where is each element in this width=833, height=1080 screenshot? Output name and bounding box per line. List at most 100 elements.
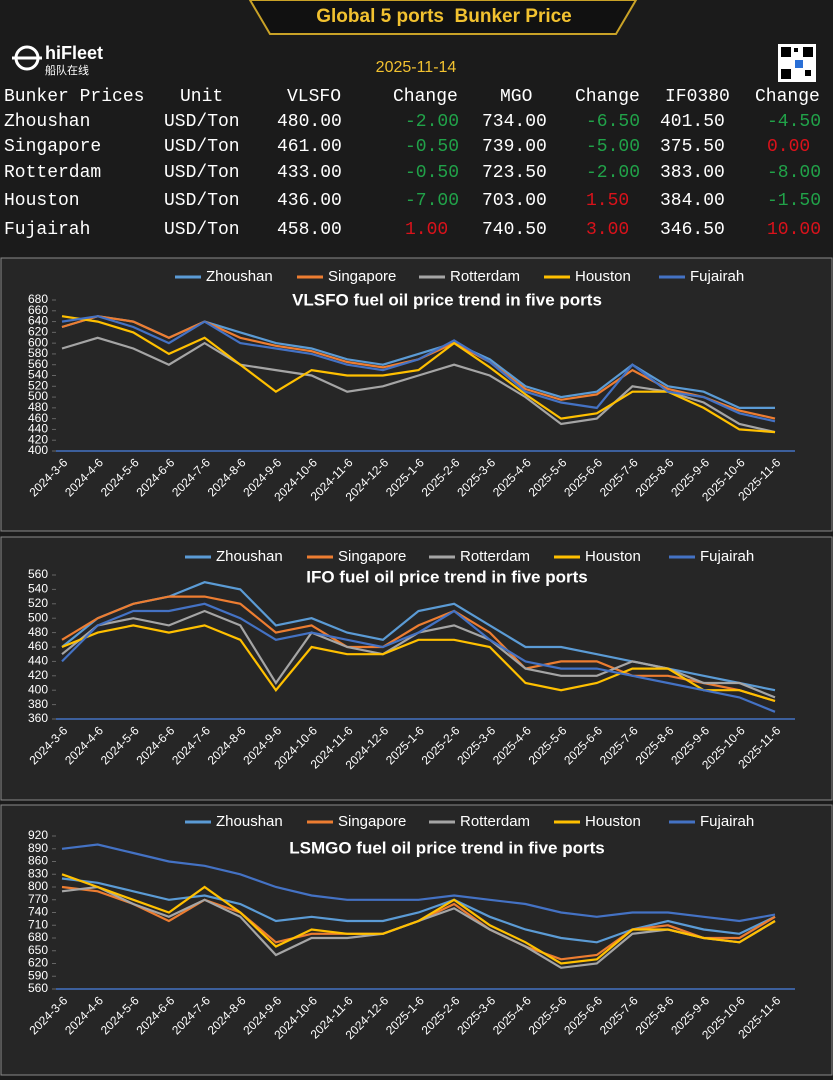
change-cell: -8.00 <box>767 163 821 183</box>
table-cell: USD/Ton <box>164 137 240 157</box>
y-tick-label: 500 <box>28 610 48 624</box>
table-cell: USD/Ton <box>164 220 240 240</box>
table-cell: 375.50 <box>660 137 725 157</box>
y-tick-label: 590 <box>28 968 48 982</box>
y-tick-label: 520 <box>28 378 48 392</box>
legend-label: Singapore <box>328 268 396 285</box>
y-tick-label: 540 <box>28 368 48 382</box>
table-cell: USD/Ton <box>164 191 240 211</box>
legend-label: Houston <box>585 813 641 830</box>
table-header: Bunker Prices <box>4 87 144 107</box>
y-tick-label: 770 <box>28 892 48 906</box>
table-cell: 734.00 <box>482 112 547 132</box>
y-tick-label: 650 <box>28 943 48 957</box>
table-cell: 461.00 <box>277 137 342 157</box>
table-cell: USD/Ton <box>164 163 240 183</box>
y-tick-label: 860 <box>28 854 48 868</box>
table-cell: Singapore <box>4 137 101 157</box>
legend-label: Rotterdam <box>450 268 520 285</box>
y-tick-label: 680 <box>28 292 48 306</box>
legend-label: Singapore <box>338 813 406 830</box>
chart-panel <box>0 536 833 801</box>
y-tick-label: 480 <box>28 400 48 414</box>
table-header: IF0380 <box>665 87 730 107</box>
legend-label: Zhoushan <box>216 548 283 565</box>
page-title: Global 5 ports Bunker Price <box>316 6 572 27</box>
y-tick-label: 480 <box>28 625 48 639</box>
table-cell: 723.50 <box>482 163 547 183</box>
legend-label: Rotterdam <box>460 813 530 830</box>
table-cell: 401.50 <box>660 112 725 132</box>
y-tick-label: 800 <box>28 879 48 893</box>
y-tick-label: 640 <box>28 314 48 328</box>
y-tick-label: 740 <box>28 905 48 919</box>
y-tick-label: 600 <box>28 335 48 349</box>
series-line <box>61 315 776 434</box>
change-cell: 1.00 <box>405 220 448 240</box>
table-cell: 458.00 <box>277 220 342 240</box>
table-cell: 384.00 <box>660 191 725 211</box>
y-tick-label: 420 <box>28 668 48 682</box>
table-header: Change <box>755 87 820 107</box>
table-cell: Houston <box>4 191 80 211</box>
table-header: VLSFO <box>287 87 341 107</box>
y-tick-label: 890 <box>28 841 48 855</box>
title-banner <box>248 0 638 35</box>
y-tick-label: 660 <box>28 303 48 317</box>
series-line <box>61 602 776 713</box>
y-tick-label: 620 <box>28 956 48 970</box>
y-tick-label: 460 <box>28 639 48 653</box>
y-tick-label: 560 <box>28 567 48 581</box>
y-tick-label: 830 <box>28 866 48 880</box>
legend-label: Rotterdam <box>460 548 530 565</box>
chart-title: LSMGO fuel oil price trend in five ports <box>289 838 604 857</box>
table-cell: 346.50 <box>660 220 725 240</box>
table-cell: 739.00 <box>482 137 547 157</box>
legend-label: Zhoushan <box>206 268 273 285</box>
change-cell: 10.00 <box>767 220 821 240</box>
table-cell: USD/Ton <box>164 112 240 132</box>
table-cell: 740.50 <box>482 220 547 240</box>
table-cell: 433.00 <box>277 163 342 183</box>
y-tick-label: 500 <box>28 389 48 403</box>
y-tick-label: 540 <box>28 582 48 596</box>
y-tick-label: 920 <box>28 828 48 842</box>
change-cell: 1.50 <box>586 191 629 211</box>
y-tick-label: 710 <box>28 917 48 931</box>
y-tick-label: 420 <box>28 432 48 446</box>
y-tick-label: 460 <box>28 411 48 425</box>
legend-label: Fujairah <box>700 548 754 565</box>
y-tick-label: 620 <box>28 325 48 339</box>
series-line <box>61 873 776 965</box>
table-cell: 436.00 <box>277 191 342 211</box>
legend-label: Houston <box>585 548 641 565</box>
legend-label: Fujairah <box>700 813 754 830</box>
change-cell: -0.50 <box>405 163 459 183</box>
table-cell: 703.00 <box>482 191 547 211</box>
y-tick-label: 560 <box>28 357 48 371</box>
y-tick-label: 400 <box>28 443 48 457</box>
table-cell: 480.00 <box>277 112 342 132</box>
table-header: Unit <box>180 87 223 107</box>
change-cell: -6.50 <box>586 112 640 132</box>
change-cell: -1.50 <box>767 191 821 211</box>
table-header: Change <box>393 87 458 107</box>
legend-label: Singapore <box>338 548 406 565</box>
legend-label: Houston <box>575 268 631 285</box>
table-cell: 383.00 <box>660 163 725 183</box>
y-tick-label: 360 <box>28 711 48 725</box>
series-line <box>61 877 776 944</box>
change-cell: -4.50 <box>767 112 821 132</box>
series-line <box>61 315 776 423</box>
chart-title: VLSFO fuel oil price trend in five ports <box>292 290 602 309</box>
y-tick-label: 380 <box>28 697 48 711</box>
legend-label: Fujairah <box>690 268 744 285</box>
y-tick-label: 400 <box>28 682 48 696</box>
logo-icon <box>12 45 42 71</box>
change-cell: -2.00 <box>405 112 459 132</box>
series-line <box>61 624 776 703</box>
qr-code <box>778 44 816 82</box>
table-header: MGO <box>500 87 532 107</box>
y-tick-label: 440 <box>28 654 48 668</box>
y-tick-label: 520 <box>28 596 48 610</box>
